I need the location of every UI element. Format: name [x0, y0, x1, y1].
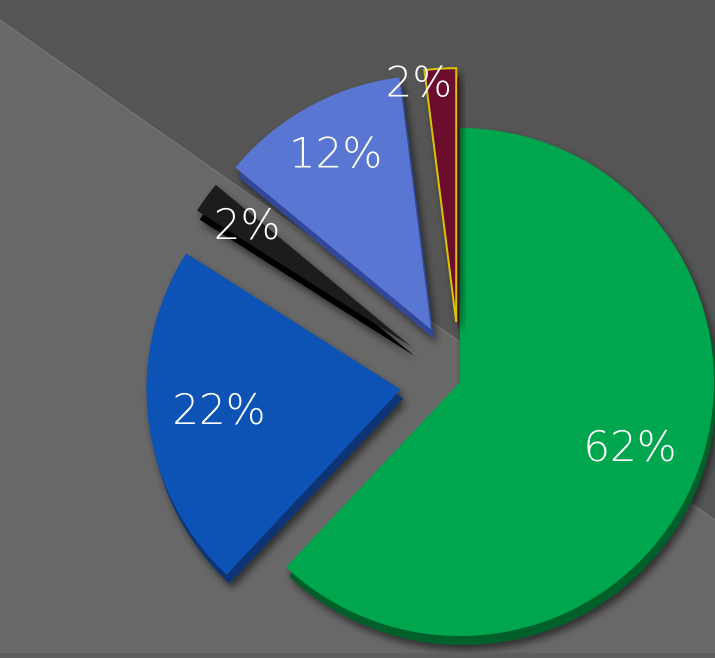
pie-slice-group: [235, 77, 434, 339]
data-label: 12%: [289, 128, 382, 177]
pie-slice-group: [146, 253, 404, 584]
pie-slice-group: [197, 184, 415, 356]
pie-slice-group: [286, 128, 715, 645]
data-label: 2%: [386, 57, 453, 106]
pie-slice: [286, 128, 715, 637]
data-label: 2%: [214, 200, 281, 249]
pie-slice-group: [423, 67, 459, 332]
data-label: 22%: [172, 385, 265, 434]
slices: [146, 67, 715, 645]
data-label: 62%: [583, 422, 676, 471]
pie-slice: [235, 77, 432, 330]
pie-slice: [146, 253, 401, 575]
pie-slice: [423, 67, 458, 323]
pie-slice: [197, 184, 412, 347]
data-labels: 62% 22% 2%12%2%: [172, 57, 676, 471]
